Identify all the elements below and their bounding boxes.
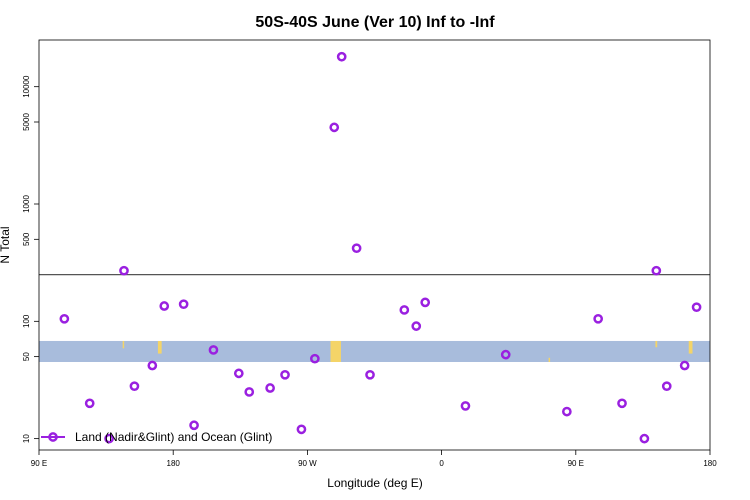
x-tick-label: 180 <box>167 459 181 468</box>
y-tick-label: 100 <box>22 314 31 328</box>
data-point <box>593 313 604 324</box>
land-patch <box>157 340 162 354</box>
ocean-band <box>39 340 710 362</box>
data-point <box>329 122 340 133</box>
x-tick-label: 90 E <box>568 459 584 468</box>
x-tick-label: 0 <box>439 459 444 468</box>
data-point <box>159 301 170 311</box>
data-point <box>651 265 662 276</box>
land-patch <box>655 340 658 348</box>
data-point <box>679 360 690 371</box>
y-tick-label: 10 <box>22 434 31 443</box>
land-patch <box>122 340 125 349</box>
data-point <box>351 243 362 254</box>
data-point <box>244 387 255 397</box>
data-point <box>59 313 70 324</box>
data-point <box>178 299 189 310</box>
x-tick-label: 90 W <box>298 459 317 468</box>
y-axis-label: N Total <box>0 226 12 263</box>
data-point <box>639 433 650 444</box>
data-point <box>460 401 471 411</box>
y-tick-label: 5000 <box>22 113 31 131</box>
data-point <box>208 345 219 355</box>
data-point <box>617 398 627 409</box>
land-patch <box>330 340 341 362</box>
chart-title: 50S-40S June (Ver 10) Inf to -Inf <box>255 14 495 31</box>
y-tick-label: 50 <box>22 352 31 361</box>
legend: Land (Nadir&Glint) and Ocean (Glint) <box>41 430 272 444</box>
data-point <box>691 302 702 313</box>
data-point <box>129 381 140 392</box>
data-point <box>399 305 410 315</box>
x-tick-label: 180 <box>703 459 717 468</box>
x-tick-label: 90 E <box>31 459 47 468</box>
data-point <box>84 398 95 409</box>
land-patch <box>688 340 693 354</box>
data-point <box>562 406 572 417</box>
data-point <box>296 424 307 435</box>
data-point <box>233 368 244 379</box>
data-point <box>280 369 290 380</box>
data-point <box>119 265 129 276</box>
data-point <box>661 381 672 392</box>
data-point <box>336 51 347 62</box>
data-point <box>189 420 199 431</box>
data-point <box>310 353 320 364</box>
plot-area: 90 E 180 90 W 0 90 E 180 10 50 100 500 1000 5000 100… <box>22 39 717 468</box>
plot-frame <box>38 39 711 451</box>
land-patch <box>548 357 551 362</box>
data-point <box>147 360 158 371</box>
data-point <box>411 321 422 331</box>
y-tick-label: 1000 <box>22 195 31 213</box>
y-tick-label: 500 <box>22 232 31 246</box>
data-point <box>265 383 275 393</box>
y-tick-label: 10000 <box>22 75 31 98</box>
legend-label: Land (Nadir&Glint) and Ocean (Glint) <box>75 430 272 444</box>
x-axis-label: Longitude (deg E) <box>327 476 422 490</box>
data-point <box>104 433 114 444</box>
data-point <box>500 349 511 360</box>
legend-marker <box>48 432 58 442</box>
data-point <box>365 369 375 380</box>
data-point <box>420 297 431 308</box>
